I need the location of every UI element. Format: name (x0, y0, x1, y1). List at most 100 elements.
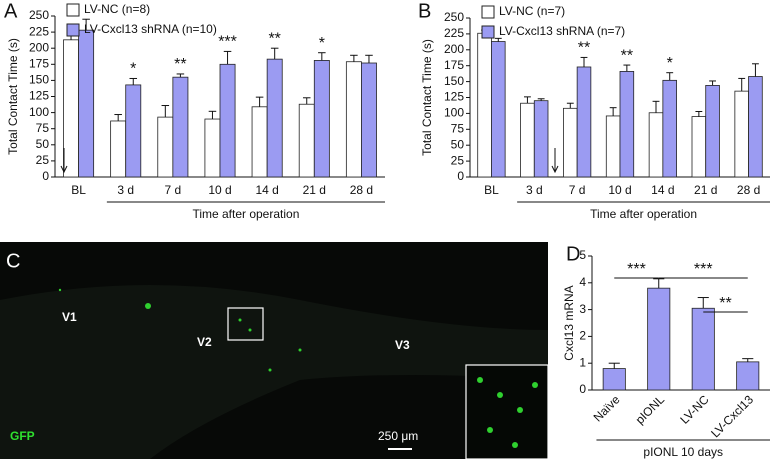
y-tick-label: 225 (444, 26, 464, 40)
comparison-label: *** (627, 261, 646, 278)
x-tick-label: 14 d (255, 183, 278, 197)
y-tick-label: 5 (579, 248, 586, 262)
x-tick-label: Naïve (591, 392, 623, 424)
bar (251, 106, 268, 178)
legend-swatch (481, 5, 495, 19)
panel-label: A (4, 0, 18, 22)
bar (576, 66, 592, 178)
bar (691, 307, 715, 391)
bar (219, 63, 236, 178)
y-tick-label: 0 (42, 169, 49, 183)
x-tick-label: pIONL (633, 392, 668, 427)
gfp-cell (248, 328, 252, 332)
y-tick-label: 25 (36, 153, 50, 167)
x-tick-label: 7 d (165, 183, 182, 197)
gfp-cell (517, 407, 523, 413)
y-tick-label: 225 (29, 24, 49, 38)
bar (563, 107, 578, 178)
tissue (0, 285, 548, 459)
y-tick-label: 125 (29, 89, 49, 103)
bar (648, 112, 664, 178)
y-tick-label: 250 (444, 10, 464, 24)
gfp-cell (268, 368, 272, 372)
x-tick-label: 3 d (526, 183, 543, 197)
x-tick-label: LV-Cxcl13 (708, 392, 756, 440)
bar (477, 32, 492, 178)
gfp-cell (145, 303, 151, 309)
legend-label: LV-Cxcl13 shRNA (n=7) (499, 24, 625, 38)
region-label: V2 (197, 335, 212, 349)
x-tick-label: 7 d (569, 183, 586, 197)
significance: ** (174, 56, 186, 73)
x-tick-label: BL (484, 183, 499, 197)
y-tick-label: 100 (29, 105, 49, 119)
x-tick-label: 28 d (737, 183, 760, 197)
bar (662, 79, 677, 178)
y-tick-label: 2 (579, 329, 586, 343)
x-axis-label: Time after operation (590, 207, 697, 221)
comparison-label: *** (694, 261, 713, 278)
x-axis-label: pIONL 10 days (643, 445, 723, 459)
bar (345, 61, 362, 178)
bar (63, 39, 79, 178)
x-tick-label: 3 d (117, 183, 134, 197)
significance: * (667, 55, 673, 72)
y-tick-label: 200 (29, 40, 49, 54)
gfp-cell (532, 382, 538, 388)
y-tick-label: 4 (579, 275, 586, 289)
x-axis-label: Time after operation (192, 207, 299, 221)
gfp-cell (298, 348, 302, 352)
bar (361, 62, 377, 178)
y-tick-label: 50 (451, 137, 465, 151)
y-tick-label: 175 (444, 58, 464, 72)
bar (734, 90, 749, 178)
legend-label: LV-NC (n=8) (84, 2, 150, 16)
region-label: V1 (62, 310, 77, 324)
x-tick-label: BL (71, 183, 86, 197)
gfp-cell (238, 318, 242, 322)
significance: ** (268, 30, 280, 47)
x-tick-label: 21 d (694, 183, 717, 197)
zoom-box (227, 307, 264, 341)
y-tick-label: 125 (444, 90, 464, 104)
scale-label: 250 μm (378, 429, 418, 443)
y-tick-label: 200 (444, 42, 464, 56)
y-tick-label: 1 (579, 355, 586, 369)
region-label: V3 (395, 338, 410, 352)
bar (266, 58, 283, 178)
x-tick-label: 14 d (651, 183, 674, 197)
y-tick-label: 0 (579, 382, 586, 396)
significance: *** (218, 34, 237, 51)
y-tick-label: 0 (457, 169, 464, 183)
bar (602, 368, 626, 391)
bar (204, 118, 221, 178)
bar (748, 76, 763, 178)
y-tick-label: 150 (444, 74, 464, 88)
bar (78, 29, 95, 178)
y-tick-label: 150 (29, 73, 49, 87)
x-tick-label: 10 d (608, 183, 631, 197)
significance: ** (578, 40, 590, 57)
arrow-head (551, 165, 559, 174)
bar (605, 115, 621, 178)
y-tick-label: 175 (29, 56, 49, 70)
legend-swatch (66, 3, 80, 17)
comparison-label: ** (719, 295, 731, 312)
bar (736, 361, 760, 391)
y-axis-label: Cxcl13 mRNA (562, 285, 576, 360)
x-tick-label: 10 d (208, 183, 231, 197)
bar (110, 120, 127, 178)
y-tick-label: 75 (36, 121, 50, 135)
bar (647, 287, 671, 391)
legend-swatch (481, 25, 495, 39)
bar (157, 116, 174, 178)
y-tick-label: 100 (444, 106, 464, 120)
gfp-cell (512, 442, 518, 448)
gfp-cell (58, 288, 62, 292)
legend-label: LV-Cxcl13 shRNA (n=10) (84, 22, 217, 36)
legend-label: LV-NC (n=7) (499, 4, 565, 18)
y-tick-label: 3 (579, 302, 586, 316)
y-tick-label: 75 (451, 121, 465, 135)
arrow-head (60, 165, 68, 174)
